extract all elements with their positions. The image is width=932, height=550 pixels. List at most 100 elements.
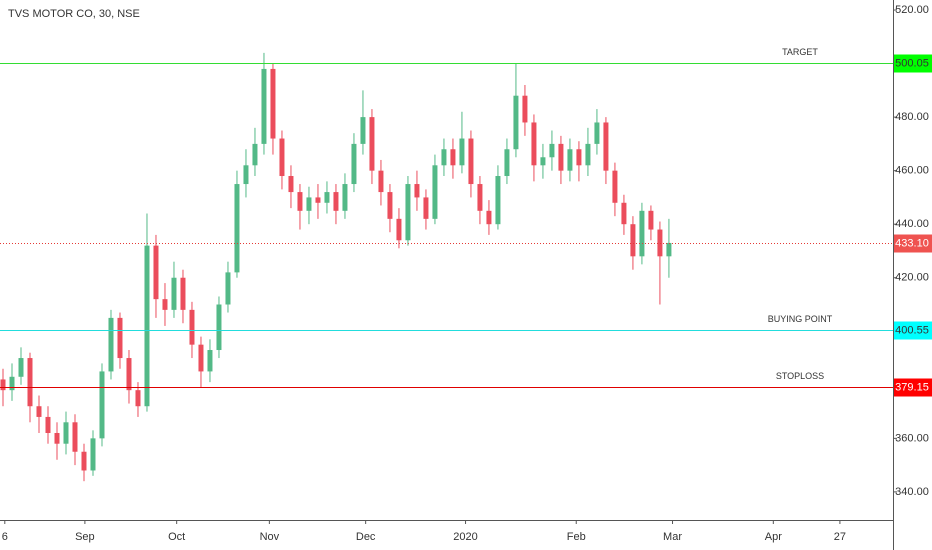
price-label: 400.55	[895, 324, 929, 336]
price-label: 500.05	[895, 57, 929, 69]
candle-body	[648, 210, 654, 230]
candle-body	[18, 358, 24, 377]
candle-body	[288, 176, 294, 193]
candle-body	[126, 358, 132, 391]
price-label: 433.10	[895, 237, 929, 249]
candle-body	[630, 224, 636, 257]
candle-body	[171, 277, 177, 310]
y-tick-label: 460.00	[895, 165, 929, 177]
candle-body	[666, 242, 672, 257]
price-label-box	[894, 321, 932, 340]
candle-body	[459, 138, 465, 166]
candle-body	[342, 184, 348, 211]
price-label: 379.15	[895, 381, 929, 393]
candle-body	[324, 192, 330, 203]
x-tick-label: 2020	[453, 531, 477, 543]
candle-body	[603, 122, 609, 171]
candle-body	[504, 149, 510, 177]
candle-body	[72, 422, 78, 452]
candle-body	[54, 432, 60, 444]
candle-body	[351, 143, 357, 185]
line-label: BUYING POINT	[768, 314, 833, 324]
y-tick-label: 420.00	[895, 272, 929, 284]
candle-body	[441, 149, 447, 166]
candle-body	[135, 390, 141, 407]
candle-body	[360, 117, 366, 144]
x-tick-label: Sep	[75, 531, 95, 543]
candle-body	[558, 143, 564, 171]
candle-body	[612, 170, 618, 203]
x-tick-label: Nov	[260, 531, 280, 543]
candle-body	[207, 350, 213, 372]
candle-body	[414, 184, 420, 198]
candle-body	[594, 122, 600, 144]
candle-body	[81, 451, 87, 471]
candle-body	[432, 165, 438, 219]
candle-body	[270, 68, 276, 139]
x-tick-label: Mar	[663, 531, 682, 543]
candle-body	[297, 192, 303, 211]
candle-body	[216, 304, 222, 351]
x-tick-label: Feb	[567, 531, 586, 543]
candle-body	[315, 197, 321, 203]
candle-body	[477, 184, 483, 211]
price-label-box	[894, 378, 932, 397]
candle-body	[144, 245, 150, 407]
candle-body	[261, 68, 267, 144]
candle-body	[63, 422, 69, 444]
candle-body	[36, 406, 42, 417]
candle-body	[45, 416, 51, 433]
candle-body	[90, 438, 96, 471]
candle-body	[333, 192, 339, 211]
line-label: STOPLOSS	[776, 371, 824, 381]
candle-body	[486, 210, 492, 225]
x-tick-label: Dec	[356, 531, 376, 543]
candle-body	[234, 184, 240, 273]
y-tick-label: 520.00	[895, 4, 929, 16]
candle-body	[531, 122, 537, 166]
y-tick-label: 360.00	[895, 432, 929, 444]
candle-body	[576, 149, 582, 166]
candle-body	[225, 272, 231, 305]
candle-body	[621, 202, 627, 225]
candle-body	[0, 379, 6, 391]
candle-body	[252, 143, 258, 166]
x-tick-label: Oct	[168, 531, 185, 543]
price-label-box	[894, 54, 932, 73]
candle-body	[585, 143, 591, 166]
x-tick-label: 27	[834, 531, 846, 543]
candle-body	[396, 218, 402, 241]
candle-body	[108, 317, 114, 372]
candle-body	[639, 210, 645, 257]
candle-body	[549, 143, 555, 158]
candle-body	[243, 165, 249, 185]
candle-body	[279, 138, 285, 177]
candle-body	[189, 309, 195, 345]
candle-body	[198, 344, 204, 372]
candle-body	[405, 184, 411, 241]
candle-body	[369, 117, 375, 171]
candle-body	[180, 277, 186, 310]
candle-body	[306, 197, 312, 211]
chart-title: TVS MOTOR CO, 30, NSE	[8, 8, 140, 20]
candle-body	[513, 95, 519, 150]
candle-body	[540, 157, 546, 166]
candle-body	[9, 376, 15, 391]
candle-body	[450, 149, 456, 166]
candle-body	[99, 371, 105, 439]
y-tick-label: 480.00	[895, 111, 929, 123]
price-label-box	[894, 234, 932, 253]
candle-body	[117, 317, 123, 359]
candle-body	[468, 138, 474, 185]
y-tick-label: 440.00	[895, 218, 929, 230]
x-tick-label: Apr	[765, 531, 782, 543]
candle-body	[495, 176, 501, 225]
y-tick-label: 340.00	[895, 486, 929, 498]
candle-body	[27, 358, 33, 407]
line-label: TARGET	[782, 47, 818, 57]
candle-body	[657, 229, 663, 257]
candle-body	[378, 170, 384, 193]
candle-body	[153, 245, 159, 300]
candle-body	[162, 299, 168, 310]
